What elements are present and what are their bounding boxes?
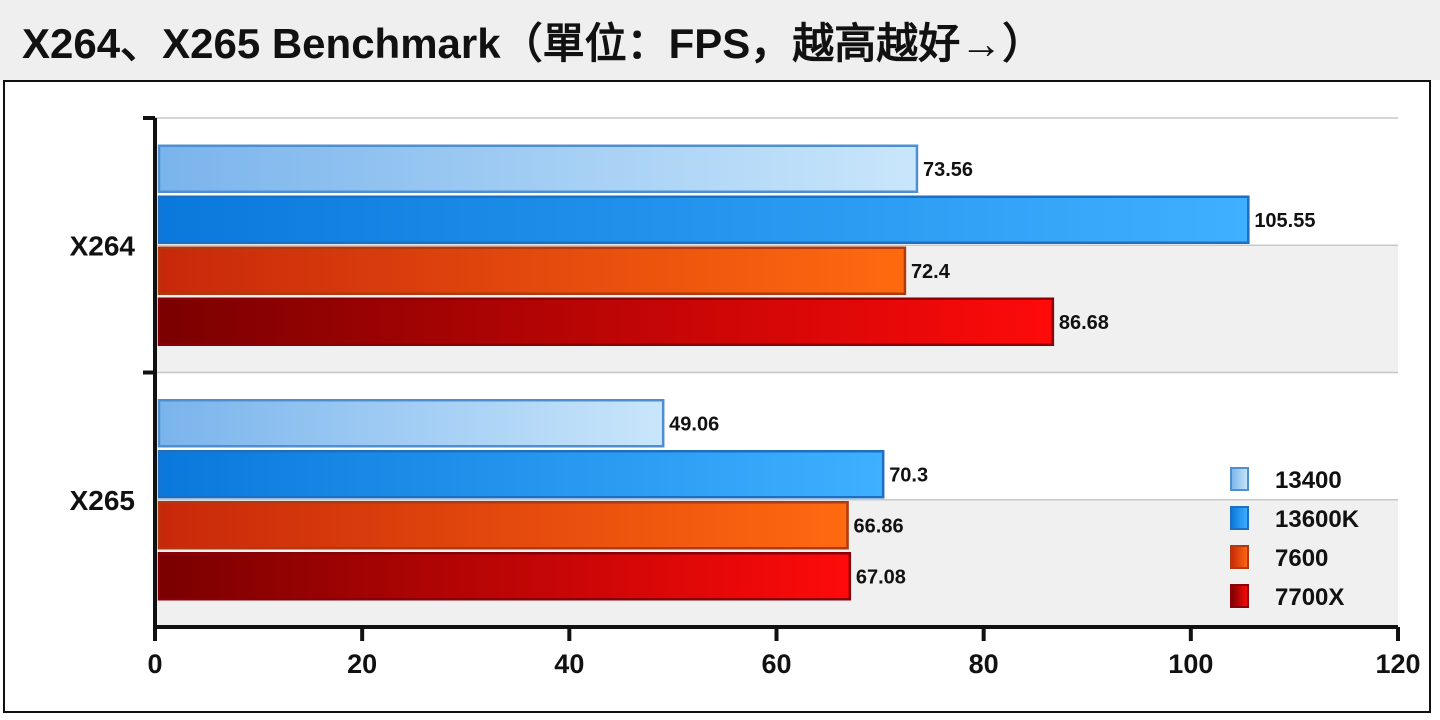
legend-swatch-7600 <box>1230 545 1249 569</box>
x-tick-label: 20 <box>347 649 377 679</box>
x-tick-label: 80 <box>969 649 999 679</box>
data-label-13400-x264: 73.56 <box>923 159 973 181</box>
data-label-13600k-x265: 70.3 <box>889 464 928 486</box>
bar-13600k-x264 <box>157 195 1250 244</box>
category-label-x265: X265 <box>70 485 135 516</box>
data-label-13600k-x264: 105.55 <box>1254 210 1315 232</box>
legend-swatch-7700x <box>1230 584 1249 608</box>
legend-label-7600: 7600 <box>1275 545 1328 572</box>
x-tick-label: 40 <box>554 649 584 679</box>
x-tick-label: 0 <box>147 649 162 679</box>
chart-title: X264、X265 Benchmark（單位：FPS，越高越好→） <box>22 20 1045 67</box>
x-tick-label: 100 <box>1168 649 1213 679</box>
title-bar <box>0 0 1440 80</box>
legend-swatch-13400 <box>1230 467 1249 491</box>
legend-swatch-13600k <box>1230 506 1249 530</box>
bar-13400-x265 <box>157 399 665 448</box>
category-label-x264: X264 <box>70 230 136 261</box>
bar-13600k-x265 <box>157 450 885 499</box>
data-label-7600-x264: 72.4 <box>911 261 951 283</box>
bar-7700x-x264 <box>157 297 1055 346</box>
legend-label-13400: 13400 <box>1275 467 1342 494</box>
data-label-7600-x265: 66.86 <box>854 515 904 537</box>
data-label-13400-x265: 49.06 <box>669 413 719 435</box>
data-label-7700x-x264: 86.68 <box>1059 312 1109 334</box>
x-tick-label: 120 <box>1375 649 1420 679</box>
bar-13400-x264 <box>157 144 919 193</box>
bar-7600-x265 <box>157 501 849 550</box>
bar-7700x-x265 <box>157 552 852 601</box>
data-label-7700x-x265: 67.08 <box>856 566 906 588</box>
legend-label-13600k: 13600K <box>1275 506 1360 533</box>
legend-label-7700x: 7700X <box>1275 584 1344 611</box>
bar-7600-x264 <box>157 246 907 295</box>
x-tick-label: 60 <box>761 649 791 679</box>
